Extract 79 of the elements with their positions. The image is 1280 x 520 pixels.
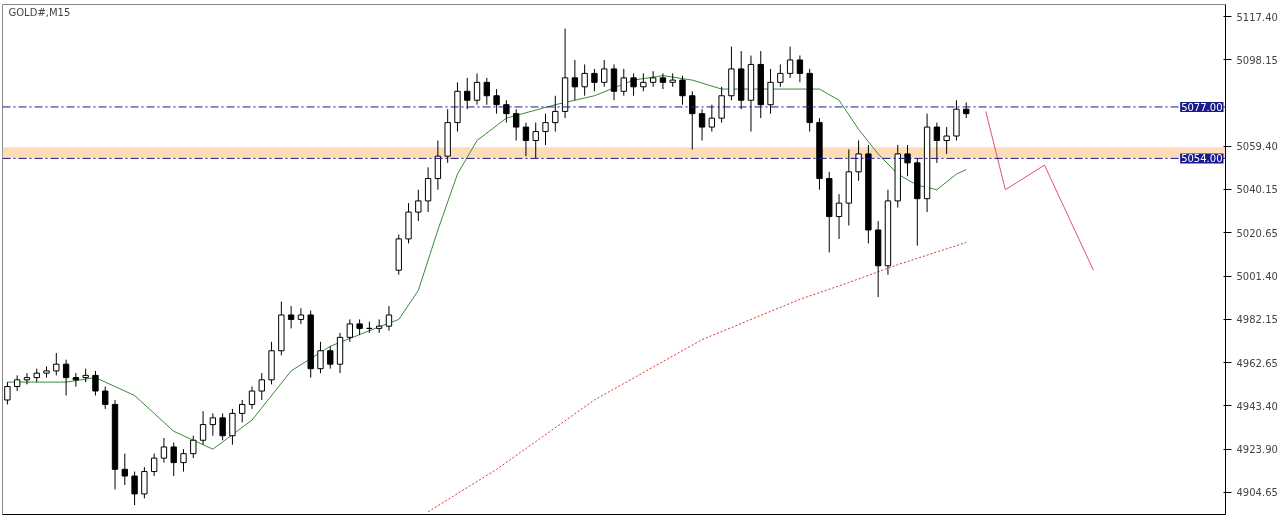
- candlestick: [258, 372, 265, 401]
- y-tick-label: 4904.65: [1236, 487, 1278, 499]
- candlestick: [767, 68, 774, 115]
- candlestick: [659, 72, 667, 90]
- candlestick: [170, 441, 177, 477]
- line-series: [6, 75, 967, 450]
- y-tick-label: 5098.15: [1236, 54, 1278, 66]
- y-tick-label: 4923.90: [1236, 444, 1278, 456]
- candlestick: [718, 86, 725, 124]
- candlestick: [542, 113, 549, 146]
- candlestick: [219, 412, 226, 441]
- candlestick: [424, 166, 432, 213]
- candlestick: [649, 70, 657, 88]
- candlestick: [239, 399, 246, 423]
- y-tick-label: 5059.40: [1236, 141, 1278, 153]
- candlestick: [708, 104, 716, 133]
- candlestick: [777, 63, 784, 88]
- candlestick: [493, 88, 500, 115]
- candlestick: [229, 408, 236, 446]
- candlestick: [209, 412, 217, 437]
- candlestick: [415, 189, 422, 222]
- candlestick: [53, 352, 60, 376]
- candlestick: [23, 372, 31, 385]
- candlestick: [102, 386, 109, 410]
- y-tick-label: 4982.15: [1236, 314, 1278, 326]
- candlestick: [855, 140, 862, 182]
- line-series: [985, 110, 1094, 271]
- candlestick: [591, 68, 598, 92]
- candlestick: [620, 68, 627, 97]
- candlestick: [796, 55, 804, 83]
- candlestick: [327, 345, 334, 370]
- candlestick: [190, 435, 197, 459]
- candlestick: [150, 453, 158, 477]
- candlestick: [131, 471, 138, 506]
- candlestick: [72, 372, 80, 388]
- y-tick-label: 4943.40: [1236, 400, 1278, 412]
- candlestick: [473, 72, 481, 106]
- candlestick: [835, 193, 843, 240]
- candlestick: [532, 122, 539, 159]
- candlestick: [679, 75, 686, 106]
- candlestick: [483, 77, 490, 106]
- line-series: [427, 242, 967, 513]
- candlestick: [346, 318, 354, 343]
- candlestick: [630, 72, 637, 97]
- candlestick: [610, 63, 618, 101]
- candlestick: [160, 437, 168, 464]
- y-tick-label: 5117.40: [1236, 11, 1278, 23]
- y-tick-label: 5020.65: [1236, 227, 1278, 239]
- candlestick: [287, 305, 295, 329]
- candlestick: [297, 307, 305, 325]
- candlestick: [464, 77, 471, 110]
- y-tick-label: 4962.65: [1236, 357, 1278, 369]
- candlestick: [933, 122, 941, 164]
- candlestick: [4, 381, 11, 405]
- candlestick: [522, 122, 530, 157]
- candlestick: [904, 144, 911, 177]
- candlestick: [92, 370, 99, 396]
- candlestick: [943, 126, 950, 155]
- ref-line-label: 5077.00: [1181, 101, 1223, 113]
- candlestick: [552, 95, 559, 133]
- candlestick: [121, 453, 128, 486]
- y-tick-label: 5040.15: [1236, 184, 1278, 196]
- candlestick: [248, 386, 256, 410]
- candlestick: [581, 63, 588, 97]
- candlestick: [689, 90, 696, 150]
- candlestick: [698, 108, 706, 141]
- candlestick: [199, 410, 207, 446]
- candlestick: [141, 466, 148, 499]
- candlestick: [786, 46, 794, 79]
- candlestick: [180, 448, 187, 473]
- y-tick-label: 5001.40: [1236, 271, 1278, 283]
- candlestick: [601, 59, 608, 88]
- candlestick: [385, 305, 393, 332]
- candlestick: [62, 359, 70, 396]
- chart-title: GOLD#,M15: [8, 6, 71, 18]
- candlestick: [571, 59, 579, 101]
- candlestick: [317, 341, 324, 374]
- candlestick: [512, 108, 520, 141]
- ref-line-label: 5054.00: [1181, 153, 1223, 165]
